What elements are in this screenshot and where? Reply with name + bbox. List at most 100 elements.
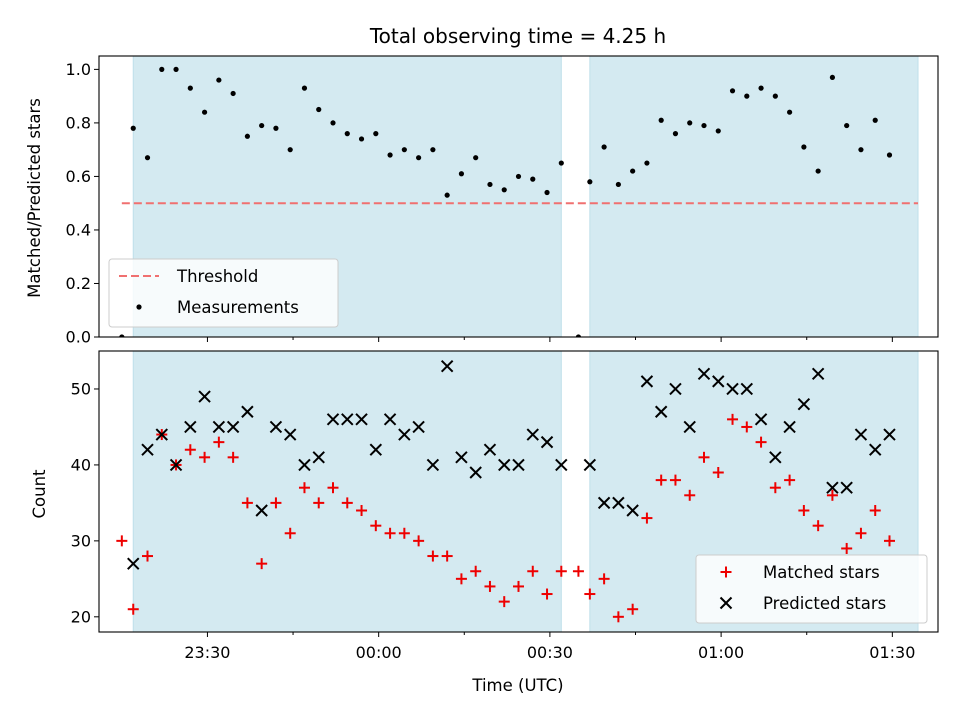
- measurements-point-6: [201, 109, 208, 115]
- predicted-stars-point-2: [155, 428, 168, 441]
- measurements-point-23: [444, 192, 450, 198]
- matched-stars-point-48: [798, 504, 810, 516]
- predicted-stars-point-46: [797, 397, 811, 411]
- measurements-point-25: [473, 155, 479, 161]
- predicted-stars-point-10: [269, 420, 283, 434]
- matched-stars-point-6: [199, 451, 211, 463]
- measurements-point-44: [744, 93, 750, 99]
- top-y-tick-label: 0.6: [66, 167, 91, 186]
- measurements-point-31: [558, 160, 564, 166]
- matched-stars-point-18: [370, 520, 382, 532]
- matched-stars-point-13: [298, 482, 310, 494]
- predicted-stars-point-21: [426, 458, 440, 472]
- predicted-stars-point-20: [412, 420, 425, 434]
- matched-stars-point-35: [612, 611, 624, 623]
- matched-stars-point-12: [284, 527, 296, 539]
- predicted-stars-point-38: [683, 420, 696, 434]
- matched-stars-point-5: [184, 444, 196, 456]
- measurements-point-32: [575, 334, 582, 337]
- predicted-stars-point-40: [712, 375, 725, 388]
- legend-label: Predicted stars: [763, 594, 886, 613]
- bottom-y-tick-label: 30: [71, 531, 91, 550]
- top-plot-area: [119, 66, 919, 337]
- measurements-point-21: [416, 155, 422, 161]
- measurements-point-43: [729, 88, 736, 94]
- predicted-stars-point-12: [298, 458, 311, 472]
- measurements-point-18: [373, 131, 379, 137]
- matched-stars-point-17: [356, 504, 368, 516]
- predicted-stars-point-44: [769, 451, 782, 464]
- measurements-point-8: [230, 90, 236, 97]
- predicted-stars-point-43: [754, 413, 768, 426]
- measurements-point-11: [273, 125, 279, 131]
- measurements-point-36: [630, 168, 636, 174]
- measurements-point-33: [587, 179, 593, 185]
- matched-stars-point-40: [684, 489, 696, 501]
- predicted-stars-point-5: [198, 390, 211, 403]
- bottom-axes-frame: [98, 350, 939, 633]
- matched-stars-point-20: [398, 527, 410, 539]
- predicted-stars-point-1: [141, 443, 154, 456]
- matched-stars-point-19: [384, 527, 396, 539]
- bottom-plot-area: [116, 359, 896, 623]
- top-y-tick-label: 0.4: [66, 220, 91, 239]
- legend-measurements-swatch: [136, 304, 142, 310]
- predicted-stars-point-18: [383, 413, 397, 426]
- matched-stars-point-21: [413, 535, 425, 547]
- top-y-axis-title: Matched/Predicted stars: [25, 98, 44, 298]
- top-panel: 0.0 0.2 0.4 0.6 0.8 1.0 Threshold Measurements: [66, 55, 939, 347]
- predicted-stars-point-11: [283, 428, 297, 441]
- matched-stars-point-36: [627, 603, 639, 615]
- matched-stars-point-29: [527, 565, 539, 577]
- matched-stars-point-47: [784, 474, 796, 486]
- legend-frame: [695, 554, 928, 624]
- measurements-point-2: [144, 155, 151, 161]
- predicted-stars-point-39: [697, 367, 711, 380]
- matched-stars-point-50: [826, 489, 838, 501]
- measurements-point-16: [344, 131, 350, 137]
- measurements-point-15: [330, 120, 336, 126]
- matched-stars-point-30: [541, 588, 553, 600]
- matched-stars-point-53: [869, 504, 881, 516]
- predicted-stars-point-6: [212, 420, 226, 434]
- matched-stars-point-8: [227, 451, 239, 463]
- predicted-stars-point-23: [455, 451, 468, 464]
- matched-stars-point-54: [883, 535, 895, 547]
- predicted-stars-point-26: [498, 458, 511, 472]
- measurements-point-42: [715, 128, 721, 134]
- measurements-point-49: [815, 168, 821, 174]
- measurements-point-20: [401, 147, 407, 153]
- predicted-stars-point-41: [726, 382, 739, 396]
- measurements-point-46: [772, 93, 778, 99]
- matched-stars-point-45: [755, 436, 767, 448]
- bottom-x-tick-label: 00:30: [527, 643, 573, 662]
- predicted-stars-point-0: [127, 557, 140, 570]
- measurements-point-19: [387, 152, 393, 158]
- matched-stars-point-49: [812, 520, 824, 532]
- matched-stars-point-9: [241, 497, 253, 509]
- predicted-stars-point-3: [169, 458, 183, 472]
- predicted-stars-point-47: [811, 367, 825, 380]
- legend-frame: [108, 258, 339, 328]
- matched-stars-point-37: [641, 512, 653, 524]
- matched-stars-point-26: [484, 580, 496, 592]
- measurements-point-52: [858, 147, 864, 153]
- predicted-stars-point-31: [583, 458, 597, 472]
- x-axis-title: Time (UTC): [471, 676, 563, 695]
- measurements-point-24: [458, 171, 465, 177]
- predicted-stars-point-28: [526, 428, 539, 441]
- measurements-point-48: [801, 144, 807, 150]
- measurements-point-28: [515, 173, 522, 180]
- matched-stars-point-44: [741, 421, 753, 433]
- measurements-point-3: [159, 66, 165, 72]
- matched-stars-point-31: [555, 565, 567, 577]
- matched-stars-point-32: [572, 565, 584, 577]
- measurements-point-4: [173, 66, 179, 72]
- matched-stars-point-14: [313, 497, 325, 509]
- predicted-stars-point-45: [783, 420, 796, 434]
- predicted-stars-point-32: [597, 496, 611, 510]
- predicted-stars-point-24: [469, 466, 482, 479]
- bottom-panel: 2030405023:3000:0000:3001:0001:3002:0002…: [71, 350, 939, 662]
- predicted-stars-point-33: [612, 496, 625, 510]
- matched-stars-point-0: [116, 535, 128, 547]
